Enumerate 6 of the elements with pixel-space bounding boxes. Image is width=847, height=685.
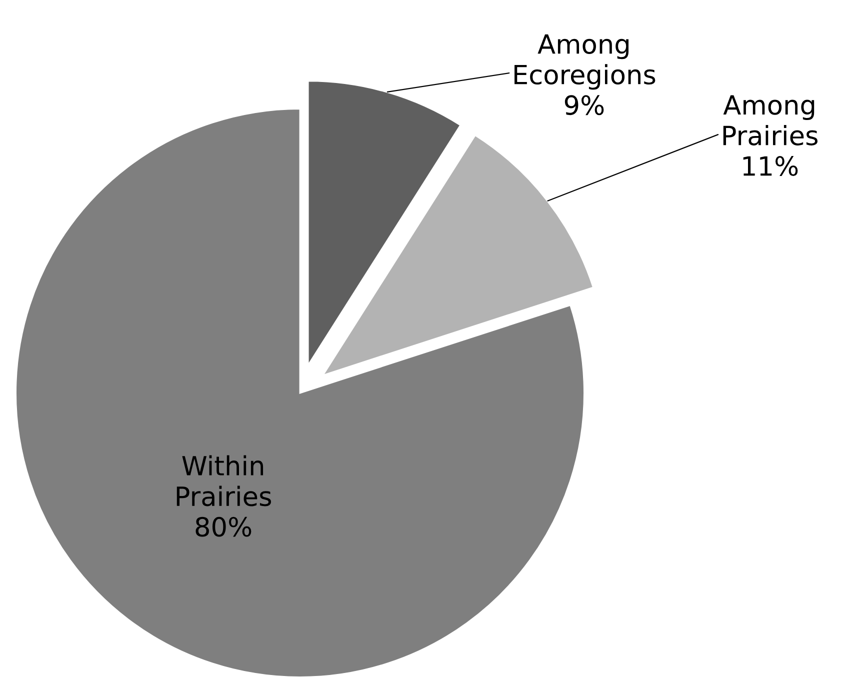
data-label: 9%	[564, 95, 604, 116]
slice-label: Among Prairies	[723, 95, 818, 146]
slice-label: Among Ecoregions	[514, 34, 656, 90]
data-label: 11%	[743, 156, 798, 176]
slice-label: Within Prairies	[176, 455, 271, 506]
data-label: 80%	[196, 516, 252, 537]
